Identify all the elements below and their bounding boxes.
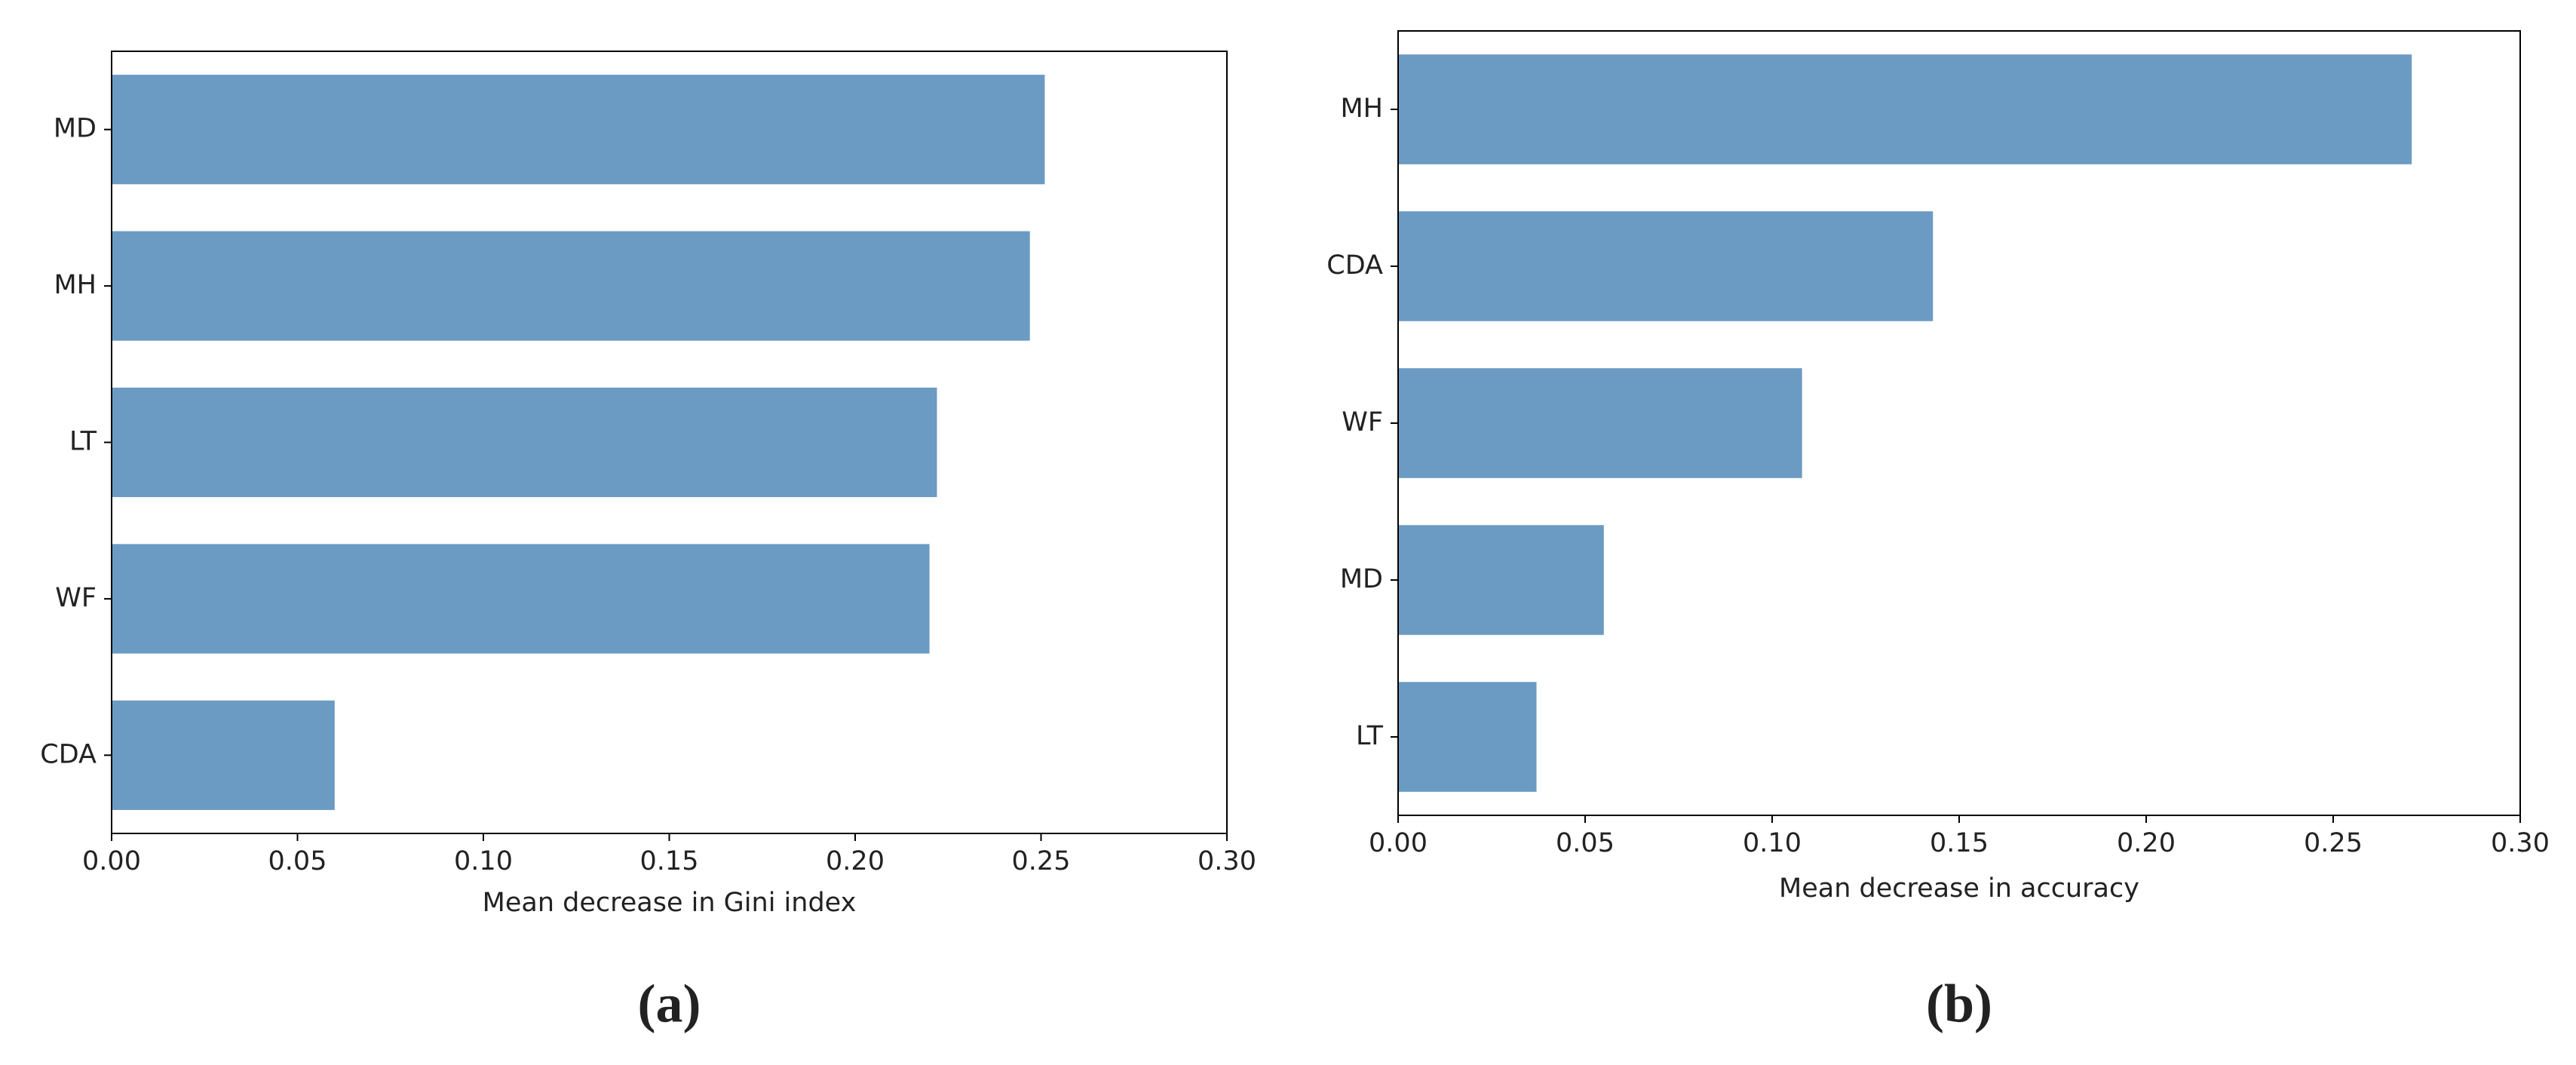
bar [112,231,1030,341]
y-tick-label: MD [1340,564,1383,594]
bar [1398,682,1537,792]
bar [1398,211,1934,321]
x-tick-label: 0.15 [640,846,699,876]
y-tick-label: CDA [1326,250,1383,281]
bar [1398,54,2412,164]
y-tick-label: MH [54,270,97,300]
y-tick-label: LT [69,427,97,457]
bar [1398,525,1604,635]
x-axis-label: Mean decrease in Gini index [483,888,857,918]
x-tick-label: 0.30 [2491,828,2550,858]
bar [112,700,335,810]
x-tick-label: 0.20 [826,846,885,876]
bar [112,75,1045,185]
caption: (b) [1926,974,1992,1034]
bar [1398,368,1802,478]
y-tick-label: MH [1340,94,1383,124]
x-axis-label: Mean decrease in accuracy [1779,873,2139,904]
plot-frame [1397,30,2521,816]
y-tick-label: WF [55,583,97,613]
plot-frame [111,51,1228,834]
x-tick-label: 0.00 [1369,828,1428,858]
x-tick-label: 0.10 [1743,828,1802,858]
caption: (a) [638,974,701,1034]
x-tick-label: 0.15 [1930,828,1989,858]
x-tick-label: 0.20 [2117,828,2176,858]
x-tick-label: 0.05 [1556,828,1615,858]
x-tick-label: 0.00 [82,846,141,876]
x-tick-label: 0.10 [454,846,513,876]
x-tick-label: 0.05 [268,846,327,876]
bar [112,544,930,654]
x-tick-label: 0.25 [2304,828,2363,858]
x-tick-label: 0.25 [1012,846,1071,876]
y-tick-label: WF [1342,407,1383,437]
y-tick-label: CDA [40,739,97,769]
y-tick-label: MD [54,114,97,144]
bar [112,387,937,498]
x-tick-label: 0.30 [1198,846,1256,876]
y-tick-label: LT [1356,721,1384,751]
